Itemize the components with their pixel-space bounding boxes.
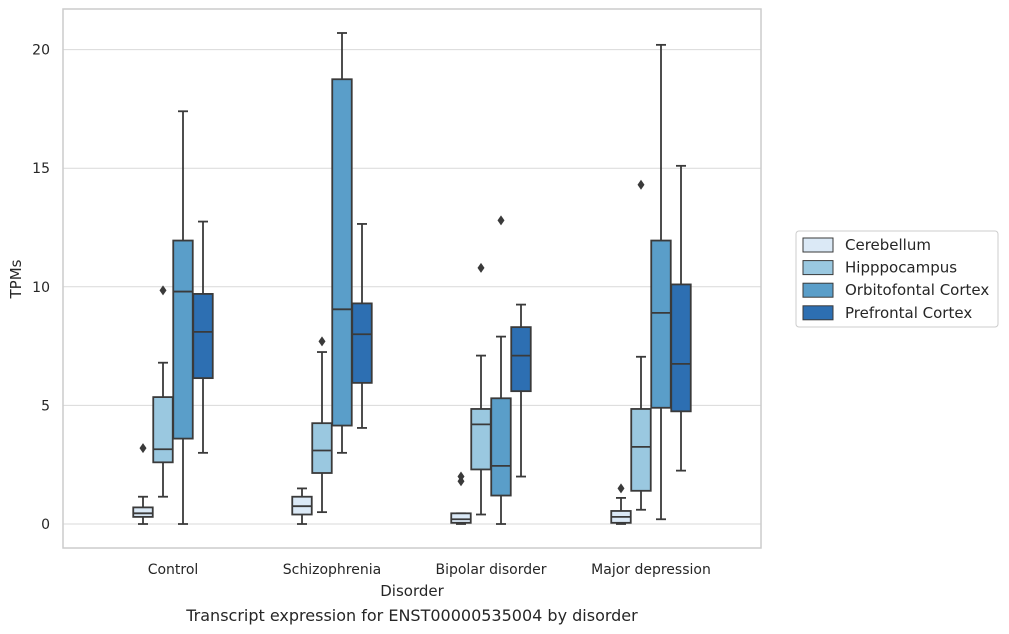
box-iqr [152,396,174,464]
box-iqr [490,397,512,497]
box-orbitofontal-cortex-schizophrenia [331,32,353,454]
legend: Cerebellum Hipppocampus Orbitofontal Corte… [795,230,999,328]
outlier-point [477,262,485,273]
series-cerebellum [132,443,632,525]
legend-swatch-orbitofontal-cortex [802,282,834,298]
y-axis-title: TPMs [7,259,25,299]
y-tick-label-10: 10 [32,280,50,296]
outlier-point [159,285,167,296]
x-tick-label-bipolar-disorder: Bipolar disorder [435,562,546,578]
outlier-point [139,443,147,454]
box-cerebellum-bipolar-disorder [450,471,472,525]
series-hipppocampus [152,179,652,516]
legend-frame [795,230,999,328]
box-prefrontal-cortex-bipolar-disorder [510,303,532,478]
box-hipppocampus-control [152,285,174,498]
box-iqr [470,408,492,471]
figure-caption: Transcript expression for ENST0000053500… [186,606,638,625]
box-cerebellum-control [132,443,154,525]
x-tick-label-major-depression: Major depression [591,562,711,578]
box-cerebellum-major-depression [610,483,632,525]
legend-label-hipppocampus: Hipppocampus [845,259,957,277]
series-prefrontal-cortex [192,164,692,478]
box-prefrontal-cortex-control [192,220,214,454]
box-iqr [630,408,652,492]
y-tick-label-20: 20 [32,43,50,59]
box-hipppocampus-bipolar-disorder [470,262,492,516]
x-tick-label-control: Control [148,562,199,578]
box-hipppocampus-schizophrenia [311,336,333,514]
plot-area-frame [62,8,762,549]
box-iqr [172,239,194,440]
box-cerebellum-schizophrenia [291,487,313,525]
box-orbitofontal-cortex-control [172,110,194,525]
outlier-point [457,471,465,482]
box-iqr [132,506,154,518]
x-axis-title: Disorder [380,582,444,600]
box-iqr [650,239,672,409]
y-tick-label-15: 15 [32,161,50,177]
box-orbitofontal-cortex-major-depression [650,43,672,521]
box-orbitofontal-cortex-bipolar-disorder [490,215,512,525]
x-tick-label-schizophrenia: Schizophrenia [283,562,381,578]
box-series [132,32,692,525]
box-iqr [192,293,214,380]
box-iqr [670,283,692,413]
y-tick-label-0: 0 [41,517,50,533]
box-iqr [331,78,353,427]
legend-swatch-cerebellum [802,237,834,253]
legend-swatch-prefrontal-cortex [802,305,834,321]
box-prefrontal-cortex-major-depression [670,164,692,472]
box-iqr [450,512,472,524]
box-iqr [351,302,373,384]
box-prefrontal-cortex-schizophrenia [351,223,373,429]
outlier-point [617,483,625,494]
series-orbitofontal-cortex [172,32,672,525]
x-tick-labels: Control Schizophrenia Bipolar disorder Majo… [148,562,711,578]
box-iqr [510,326,532,393]
y-tick-labels: 0 5 10 15 20 [32,43,50,533]
legend-label-cerebellum: Cerebellum [845,236,931,254]
legend-label-orbitofontal-cortex: Orbitofontal Cortex [845,281,989,299]
legend-label-prefrontal-cortex: Prefrontal Cortex [845,304,972,322]
outlier-point [637,179,645,190]
box-hipppocampus-major-depression [630,179,652,511]
box-iqr [311,422,333,474]
outlier-point [318,336,326,347]
y-tick-label-5: 5 [41,398,50,414]
outlier-point [497,215,505,226]
legend-swatch-hipppocampus [802,260,834,276]
